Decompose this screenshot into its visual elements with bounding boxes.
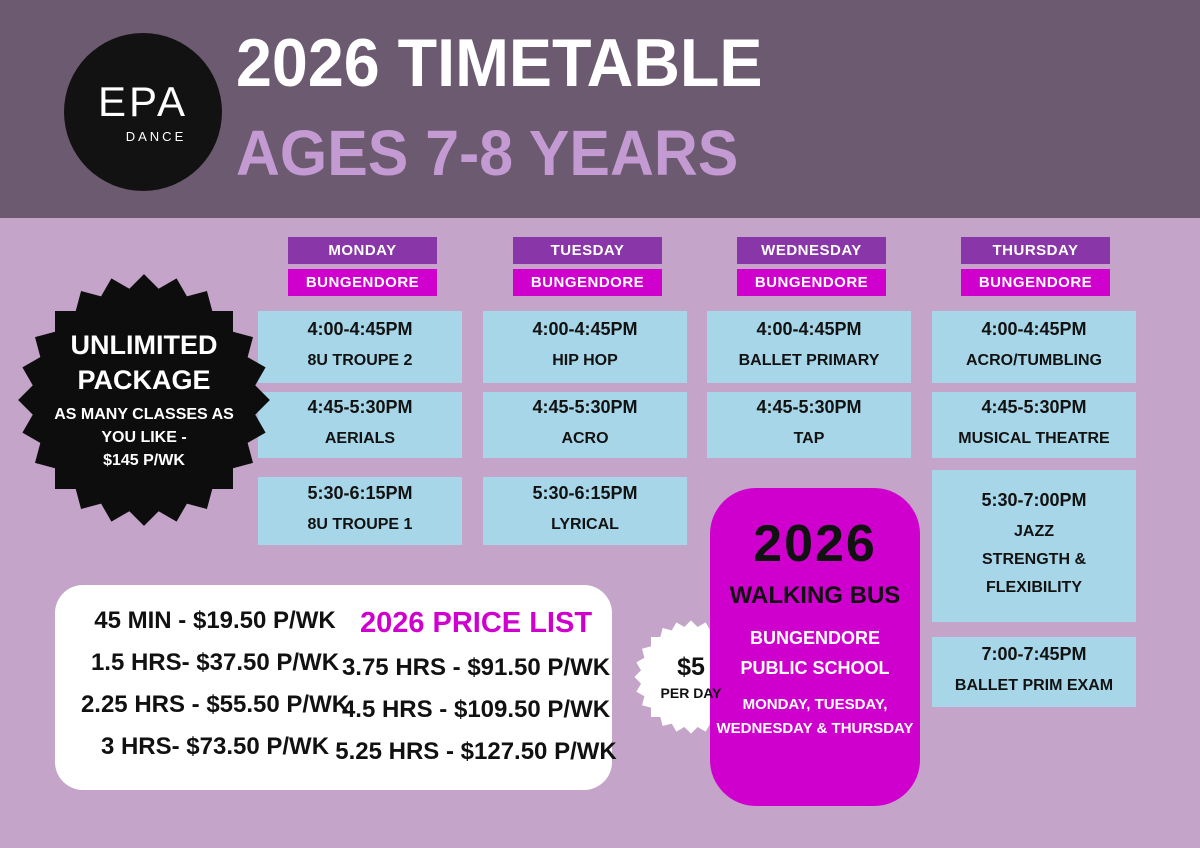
- class-name: 8U TROUPE 2: [307, 352, 413, 369]
- class-name: JAZZ STRENGTH & FLEXIBILITY: [982, 523, 1086, 596]
- price-list-panel: 45 MIN - $19.50 P/WK 1.5 HRS- $37.50 P/W…: [55, 585, 617, 790]
- class-card: 4:45-5:30PM TAP: [707, 392, 911, 458]
- walking-bus-year: 2026: [753, 515, 877, 573]
- price-line: 3.75 HRS - $91.50 P/WK: [341, 654, 611, 681]
- price-list-right-column: 2026 PRICE LIST 3.75 HRS - $91.50 P/WK 4…: [335, 607, 616, 766]
- class-time: 4:00-4:45PM: [981, 319, 1087, 339]
- class-time: 5:30-6:15PM: [307, 483, 413, 503]
- walking-bus-school: BUNGENDORE PUBLIC SCHOOL: [740, 628, 890, 678]
- day-header-thursday: THURSDAY: [961, 237, 1110, 264]
- walking-bus-title: WALKING BUS: [729, 582, 901, 609]
- location-header-thursday: BUNGENDORE: [961, 269, 1110, 296]
- day-header-tuesday: TUESDAY: [513, 237, 662, 264]
- class-card: 5:30-6:15PM 8U TROUPE 1: [258, 477, 462, 545]
- class-card: 4:00-4:45PM HIP HOP: [483, 311, 687, 383]
- unlimited-package-detail: AS MANY CLASSES AS YOU LIKE - $145 P/WK: [54, 405, 234, 470]
- unlimited-package-badge: UNLIMITED PACKAGE AS MANY CLASSES AS YOU…: [16, 272, 272, 528]
- class-time: 4:00-4:45PM: [307, 319, 413, 339]
- class-time: 5:30-6:15PM: [532, 483, 638, 503]
- class-name: BALLET PRIMARY: [738, 352, 880, 369]
- class-time: 5:30-7:00PM: [981, 490, 1087, 510]
- class-time: 4:45-5:30PM: [756, 397, 862, 417]
- class-time: 4:45-5:30PM: [981, 397, 1087, 417]
- bus-price-badge: $5 PER DAY: [632, 618, 750, 736]
- page-subtitle: AGES 7-8 YEARS: [236, 117, 739, 189]
- price-line: 2.25 HRS - $55.50 P/WK: [80, 691, 350, 718]
- class-time: 7:00-7:45PM: [981, 644, 1087, 664]
- class-name: HIP HOP: [552, 352, 618, 369]
- location-header-monday: BUNGENDORE: [288, 269, 437, 296]
- class-name: MUSICAL THEATRE: [958, 430, 1110, 447]
- unlimited-package-title: UNLIMITED PACKAGE: [70, 329, 218, 395]
- page-title: 2026 TIMETABLE: [236, 25, 763, 101]
- class-name: TAP: [793, 430, 825, 447]
- class-name: AERIALS: [324, 430, 396, 447]
- walking-bus-panel: 2026 WALKING BUS BUNGENDORE PUBLIC SCHOO…: [710, 488, 920, 806]
- price-line: 4.5 HRS - $109.50 P/WK: [341, 696, 611, 723]
- class-card: 4:00-4:45PM ACRO/TUMBLING: [932, 311, 1136, 383]
- class-card: 4:45-5:30PM AERIALS: [258, 392, 462, 458]
- price-line: 3 HRS- $73.50 P/WK: [100, 733, 330, 760]
- class-card: 5:30-6:15PM LYRICAL: [483, 477, 687, 545]
- class-time: 4:45-5:30PM: [307, 397, 413, 417]
- bus-price-unit: PER DAY: [660, 685, 722, 701]
- class-card: 7:00-7:45PM BALLET PRIM EXAM: [932, 637, 1136, 707]
- class-name: 8U TROUPE 1: [307, 516, 413, 533]
- class-card: 4:45-5:30PM MUSICAL THEATRE: [932, 392, 1136, 458]
- class-card: 4:45-5:30PM ACRO: [483, 392, 687, 458]
- epa-dance-logo: EPA DANCE: [64, 33, 222, 191]
- class-card: 5:30-7:00PM JAZZ STRENGTH & FLEXIBILITY: [932, 470, 1136, 622]
- class-name: BALLET PRIM EXAM: [954, 677, 1114, 694]
- location-header-tuesday: BUNGENDORE: [513, 269, 662, 296]
- class-name: LYRICAL: [551, 516, 619, 533]
- location-header-wednesday: BUNGENDORE: [737, 269, 886, 296]
- price-line: 5.25 HRS - $127.50 P/WK: [335, 738, 617, 765]
- bus-price: $5: [677, 653, 705, 681]
- price-line: 45 MIN - $19.50 P/WK: [94, 607, 336, 634]
- class-name: ACRO/TUMBLING: [966, 352, 1102, 369]
- walking-bus-days: MONDAY, TUESDAY, WEDNESDAY & THURSDAY: [716, 696, 914, 738]
- price-line: 1.5 HRS- $37.50 P/WK: [90, 649, 340, 676]
- header-band: EPA DANCE 2026 TIMETABLE AGES 7-8 YEARS: [0, 0, 1200, 218]
- price-list-title: 2026 PRICE LIST: [359, 607, 593, 639]
- class-time: 4:45-5:30PM: [532, 397, 638, 417]
- price-list-left-column: 45 MIN - $19.50 P/WK 1.5 HRS- $37.50 P/W…: [79, 607, 351, 761]
- class-card: 4:00-4:45PM BALLET PRIMARY: [707, 311, 911, 383]
- logo-subname: DANCE: [125, 128, 187, 144]
- class-time: 4:00-4:45PM: [756, 319, 862, 339]
- class-time: 4:00-4:45PM: [532, 319, 638, 339]
- class-card: 4:00-4:45PM 8U TROUPE 2: [258, 311, 462, 383]
- day-header-wednesday: WEDNESDAY: [737, 237, 886, 264]
- class-name: ACRO: [561, 430, 609, 447]
- logo-name: EPA: [98, 77, 188, 125]
- day-header-monday: MONDAY: [288, 237, 437, 264]
